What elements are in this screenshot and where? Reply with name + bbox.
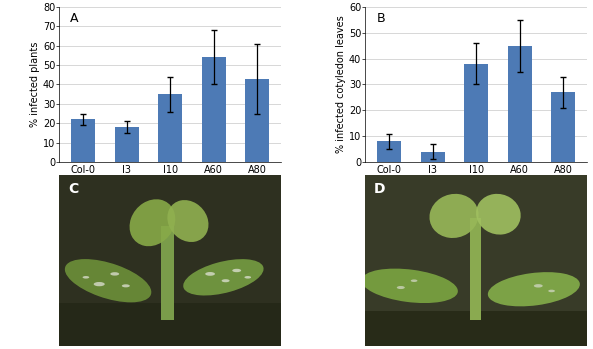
Ellipse shape	[122, 284, 130, 287]
Bar	[158, 94, 182, 162]
Bar	[365, 311, 587, 346]
Bar	[245, 79, 269, 162]
Ellipse shape	[534, 284, 543, 288]
FancyBboxPatch shape	[470, 218, 481, 320]
Ellipse shape	[82, 276, 89, 279]
Bar	[377, 141, 401, 162]
Y-axis label: % infected plants: % infected plants	[30, 42, 40, 127]
Bar	[464, 64, 488, 162]
Text: C: C	[68, 182, 78, 196]
Ellipse shape	[205, 272, 215, 276]
Text: B: B	[377, 12, 385, 25]
Bar	[71, 119, 95, 162]
Ellipse shape	[476, 194, 521, 235]
Bar	[551, 92, 575, 162]
Ellipse shape	[488, 272, 580, 306]
Ellipse shape	[129, 199, 176, 246]
Ellipse shape	[429, 194, 479, 238]
Ellipse shape	[549, 290, 555, 292]
Ellipse shape	[65, 259, 151, 302]
Bar	[202, 57, 225, 162]
Ellipse shape	[411, 280, 417, 282]
Ellipse shape	[244, 276, 251, 279]
Bar	[114, 127, 139, 162]
Bar	[508, 46, 532, 162]
Bar	[421, 152, 445, 162]
Ellipse shape	[110, 272, 119, 276]
Text: D: D	[374, 182, 385, 196]
Ellipse shape	[94, 282, 105, 286]
Ellipse shape	[232, 269, 241, 272]
Y-axis label: % infected cotyledon leaves: % infected cotyledon leaves	[336, 16, 346, 153]
Ellipse shape	[397, 286, 405, 289]
Ellipse shape	[222, 279, 229, 282]
Text: A: A	[71, 12, 79, 25]
Ellipse shape	[167, 200, 209, 242]
Ellipse shape	[362, 269, 458, 303]
Ellipse shape	[183, 259, 263, 296]
FancyBboxPatch shape	[161, 226, 174, 320]
Bar	[59, 303, 281, 346]
